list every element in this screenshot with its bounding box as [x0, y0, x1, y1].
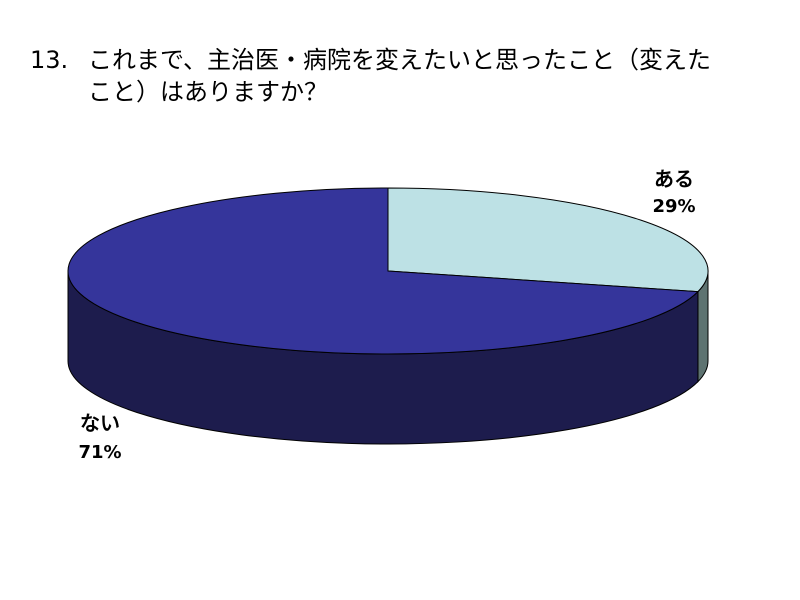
pie-slice-ある — [387, 187, 709, 293]
question-number: 13. — [30, 46, 69, 74]
title-line-2: こと）はありますか？ — [88, 78, 328, 106]
slice-label: ある — [654, 167, 694, 191]
slice-value-label: 71% — [78, 442, 121, 463]
pie-slice-ない — [67, 187, 700, 355]
slice-label: ない — [80, 411, 120, 435]
title-line-1: これまで、主治医・病院を変えたいと思ったこと（変えた — [88, 46, 712, 74]
chart-title: 13. これまで、主治医・病院を変えたいと思ったこと（変えた こと）はありますか？ — [30, 44, 790, 108]
slice-value-label: 29% — [652, 196, 695, 217]
